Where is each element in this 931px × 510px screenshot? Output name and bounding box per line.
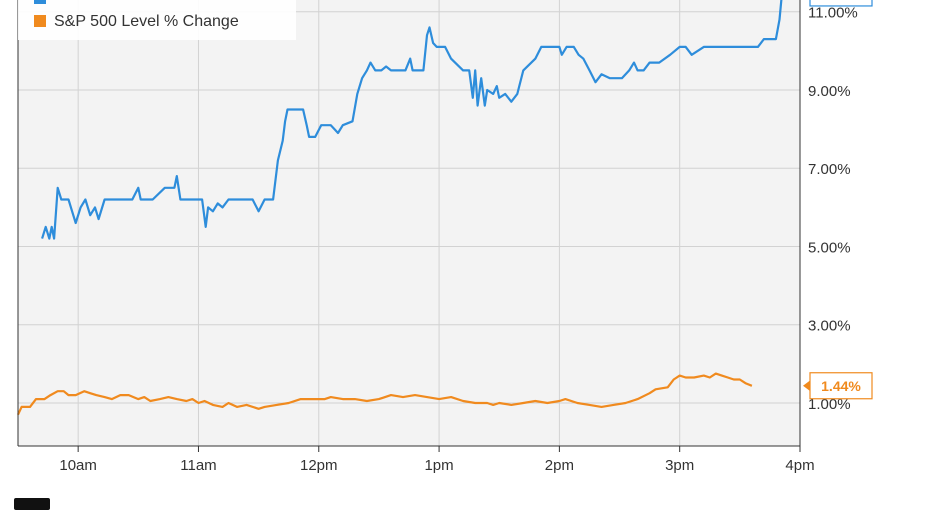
- plot-area: [18, 0, 800, 446]
- x-tick-label: 3pm: [665, 457, 694, 474]
- x-tick-label: 11am: [180, 457, 216, 474]
- x-axis: 10am 11am 12pm 1pm 2pm 3pm 4pm: [17, 0, 815, 474]
- x-tick-label: 2pm: [545, 457, 574, 474]
- series-layer: [17, 0, 783, 416]
- y-tick-label: 7.00%: [808, 161, 851, 178]
- end-label-box: [809, 372, 873, 400]
- legend-label-sp500: S&P 500 Level % Change: [54, 13, 239, 30]
- legend-background: [18, 0, 296, 40]
- y-tick-label: 1.00%: [808, 396, 851, 413]
- end-label-2: 1.44%: [803, 372, 873, 400]
- x-tick-label: 10am: [59, 457, 97, 474]
- x-tick-label: 4pm: [785, 457, 814, 474]
- x-tick-label: 1pm: [424, 457, 453, 474]
- end-label-1: 11.48%: [809, 0, 873, 7]
- y-axis: 11.00% 9.00% 7.00% 5.00% 3.00% 1.00%: [799, 0, 858, 446]
- y-tick-label: 11.00%: [808, 5, 858, 22]
- end-label-text: 1.44%: [821, 378, 861, 394]
- series-line-2: [17, 372, 753, 416]
- end-labels: 11.48% 1.44%: [803, 0, 873, 400]
- end-label-text: 11.48%: [818, 0, 865, 1]
- series-line-1: [41, 0, 783, 240]
- x-tick-label: 12pm: [300, 457, 338, 474]
- brand-logo: [14, 498, 50, 510]
- y-tick-label: 3.00%: [808, 318, 851, 335]
- chart-grid: [18, 0, 801, 446]
- legend-swatch-sp500: [34, 15, 46, 27]
- end-label-box: [809, 0, 873, 7]
- y-tick-label: 5.00%: [808, 239, 851, 256]
- y-tick-label: 9.00%: [808, 83, 851, 100]
- legend-swatch-series-1: [34, 0, 46, 4]
- legend: S&P 500 Level % Change: [18, 0, 296, 40]
